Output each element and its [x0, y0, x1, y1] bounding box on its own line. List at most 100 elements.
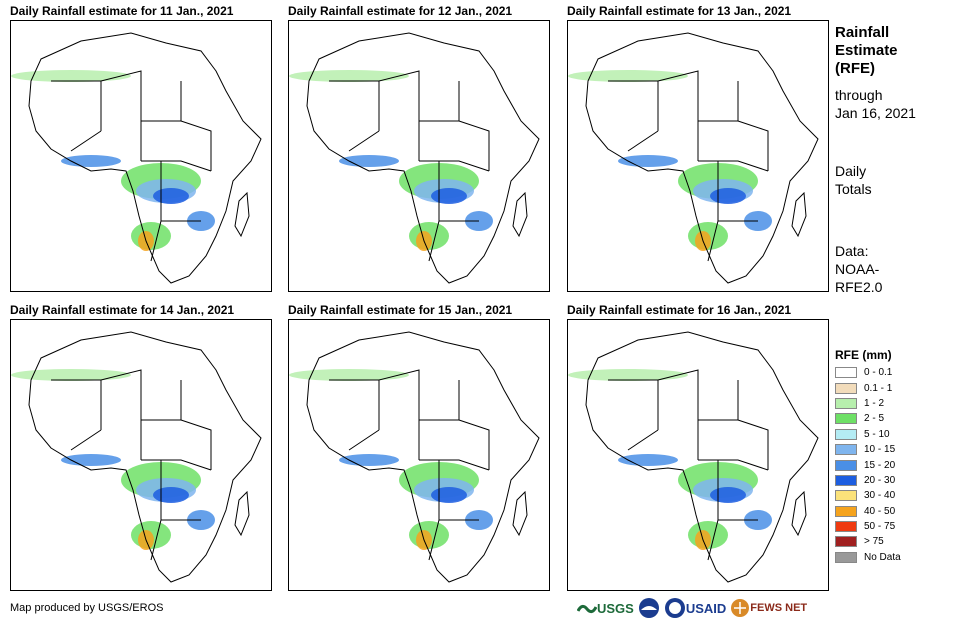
legend-label: > 75 — [864, 536, 884, 548]
legend-label: 2 - 5 — [864, 413, 885, 425]
country-border — [608, 70, 769, 262]
rainfall-map — [567, 319, 829, 591]
legend-swatch — [835, 397, 857, 409]
legend-swatch — [835, 444, 857, 456]
heading-line: (RFE) — [835, 60, 875, 77]
legend-item: 1 - 2 — [835, 396, 965, 411]
country-border — [512, 490, 528, 537]
africa-map-graphic — [11, 32, 262, 284]
usgs-logo: USGS — [577, 599, 634, 617]
rainfall-map — [288, 319, 550, 591]
sidebar-through: through Jan 16, 2021 — [835, 86, 916, 122]
noaa-logo — [638, 597, 660, 619]
rainfall-map — [10, 20, 272, 292]
data-line: RFE2.0 — [835, 279, 883, 295]
through-line: through — [835, 87, 883, 103]
fewsnet-logo: FEWS NET — [730, 598, 807, 618]
rainfall-area — [61, 155, 121, 167]
fewsnet-text: FEWS NET — [750, 602, 808, 614]
rainfall-area — [153, 188, 189, 204]
legend-label: 10 - 15 — [864, 444, 896, 456]
legend-swatch — [835, 413, 857, 425]
through-line: Jan 16, 2021 — [835, 105, 916, 121]
rainfall-area — [431, 188, 467, 204]
country-border — [585, 32, 819, 284]
legend-swatch — [835, 428, 857, 440]
rfe-legend: RFE (mm) 0 - 0.1 0.1 - 1 1 - 2 2 - 5 5 - 10 1… — [835, 345, 965, 565]
rainfall-area — [289, 369, 409, 381]
legend-swatch — [835, 382, 857, 394]
legend-swatch — [835, 459, 857, 471]
rainfall-area — [153, 487, 189, 503]
legend-label: 0 - 0.1 — [864, 367, 893, 379]
country-border — [28, 32, 262, 284]
map-panel: Daily Rainfall estimate for 16 Jan., 202… — [567, 302, 829, 592]
country-border — [28, 331, 262, 583]
rainfall-area — [339, 454, 399, 466]
sidebar-totals: Daily Totals — [835, 162, 872, 198]
legend-label: 1 - 2 — [864, 397, 885, 409]
usgs-wave-icon — [577, 604, 597, 614]
rainfall-area — [339, 155, 399, 167]
legend-swatch — [835, 474, 857, 486]
panel-title: Daily Rainfall estimate for 14 Jan., 202… — [10, 303, 235, 317]
africa-map-graphic — [11, 331, 262, 583]
legend-label: 15 - 20 — [864, 459, 896, 471]
totals-line: Totals — [835, 181, 872, 197]
legend-swatch — [835, 490, 857, 502]
rainfall-map — [10, 319, 272, 591]
map-panel: Daily Rainfall estimate for 14 Jan., 202… — [10, 302, 272, 592]
heading-line: Rainfall — [835, 24, 890, 41]
legend-label: 0.1 - 1 — [864, 382, 893, 394]
legend-label: 30 - 40 — [864, 490, 896, 502]
rainfall-map — [288, 20, 550, 292]
country-border — [306, 32, 540, 284]
country-border — [791, 191, 807, 238]
legend-swatch — [835, 367, 857, 379]
map-panel: Daily Rainfall estimate for 11 Jan., 202… — [10, 3, 272, 293]
legend-item: 30 - 40 — [835, 488, 965, 503]
legend-label: No Data — [864, 551, 901, 563]
legend-item: 40 - 50 — [835, 504, 965, 519]
country-border — [512, 191, 528, 238]
sidebar-data-source: Data: NOAA- RFE2.0 — [835, 242, 882, 296]
heading-line: Estimate — [835, 42, 898, 59]
country-border — [234, 191, 250, 238]
country-border — [608, 369, 769, 561]
usaid-logo: USAID — [664, 597, 726, 619]
legend-label: 40 - 50 — [864, 505, 896, 517]
legend-item: 10 - 15 — [835, 442, 965, 457]
country-border — [585, 331, 819, 583]
rainfall-area — [618, 454, 678, 466]
credit-text: Map produced by USGS/EROS — [10, 602, 164, 614]
rainfall-area — [618, 155, 678, 167]
legend-swatch — [835, 551, 857, 563]
legend-label: 50 - 75 — [864, 521, 896, 533]
legend-swatch — [835, 536, 857, 548]
legend-item: 5 - 10 — [835, 427, 965, 442]
usaid-text: USAID — [685, 600, 727, 616]
country-border — [329, 70, 490, 262]
africa-map-graphic — [289, 32, 540, 284]
panel-title: Daily Rainfall estimate for 15 Jan., 202… — [288, 303, 513, 317]
country-border — [306, 331, 540, 583]
panel-title: Daily Rainfall estimate for 16 Jan., 202… — [567, 303, 792, 317]
rainfall-area — [710, 487, 746, 503]
country-border — [791, 490, 807, 537]
map-panel: Daily Rainfall estimate for 15 Jan., 202… — [288, 302, 550, 592]
rainfall-area — [710, 188, 746, 204]
totals-line: Daily — [835, 163, 867, 179]
usgs-text: USGS — [597, 600, 634, 616]
africa-map-graphic — [568, 32, 819, 284]
africa-map-graphic — [289, 331, 540, 583]
legend-label: 20 - 30 — [864, 474, 896, 486]
data-line: NOAA- — [835, 261, 880, 277]
country-border — [51, 70, 212, 262]
legend-item: > 75 — [835, 534, 965, 549]
fewsnet-globe-icon — [731, 599, 750, 617]
rainfall-area — [289, 70, 409, 82]
legend-item: 50 - 75 — [835, 519, 965, 534]
panel-title: Daily Rainfall estimate for 12 Jan., 202… — [288, 4, 513, 18]
rainfall-area — [568, 70, 688, 82]
data-line: Data: — [835, 243, 869, 259]
